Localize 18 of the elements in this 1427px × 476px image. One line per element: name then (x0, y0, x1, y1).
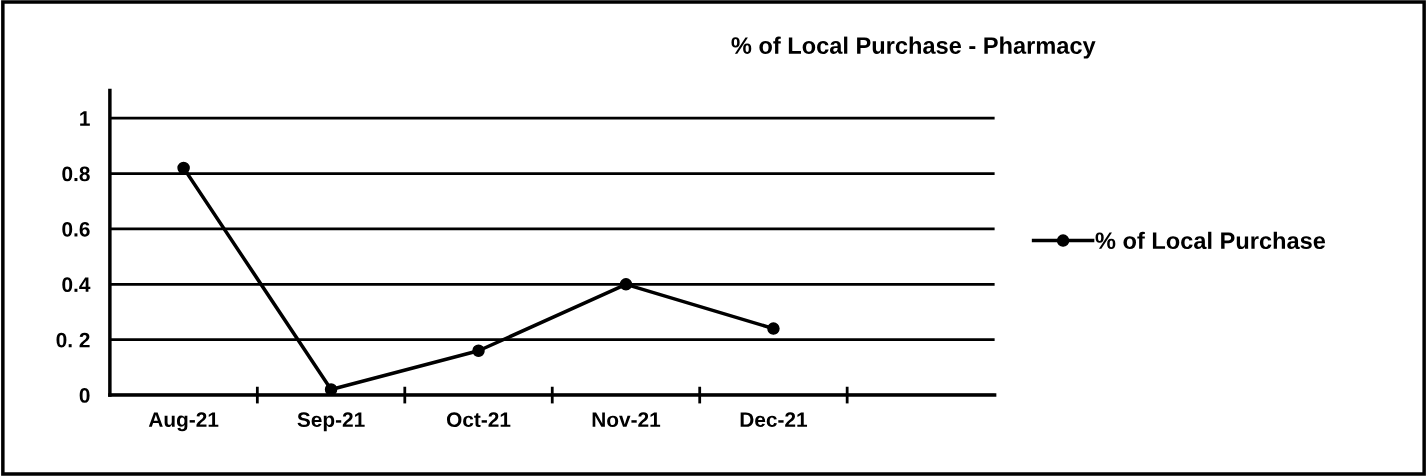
y-tick-label: 0. 2 (56, 332, 90, 348)
x-tick-label: Oct-21 (446, 412, 511, 428)
point (472, 344, 485, 358)
point (324, 383, 338, 396)
point (619, 278, 633, 291)
y-tick-label: 1 (80, 111, 90, 126)
x-tick-label: Nov-21 (592, 412, 661, 428)
text: % of Local Purchase - Pharmacy (731, 36, 1096, 59)
y-tick-label: 0 (79, 388, 90, 403)
y-tick-label: 0.6 (62, 221, 90, 237)
point (177, 161, 190, 175)
legend-label: % of Local Purchase (1095, 231, 1326, 250)
x-tick-label: Dec-21 (740, 412, 808, 428)
x-tick-label: Aug-21 (148, 412, 219, 432)
y-tick-label: 0.8 (62, 166, 90, 182)
x-tick-label: Sep-21 (297, 412, 365, 432)
y-tick-label: 0.4 (62, 277, 91, 293)
point (767, 322, 780, 335)
